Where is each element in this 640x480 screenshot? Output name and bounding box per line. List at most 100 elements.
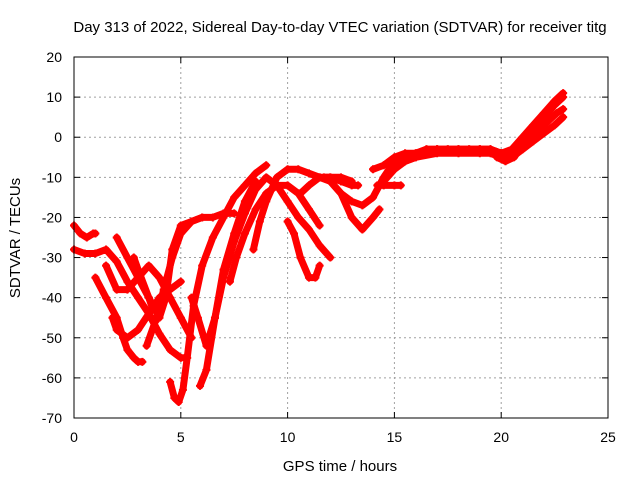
data-point <box>294 165 303 174</box>
data-point <box>76 229 85 238</box>
data-point <box>552 109 561 118</box>
data-point <box>262 173 271 182</box>
data-point <box>123 285 132 294</box>
data-point <box>230 229 239 238</box>
data-point <box>168 253 177 262</box>
data-point <box>230 193 239 202</box>
data-point <box>315 241 324 250</box>
data-point <box>475 145 484 154</box>
data-point <box>304 169 313 178</box>
data-point <box>433 145 442 154</box>
data-point <box>283 217 292 226</box>
plot-frame <box>73 56 609 419</box>
data-point <box>102 293 111 302</box>
series-arc-8 <box>142 213 207 350</box>
data-point <box>208 213 217 222</box>
y-tick-label: -60 <box>42 370 62 386</box>
data-point <box>129 353 138 362</box>
data-point <box>492 153 501 162</box>
data-point <box>529 121 538 130</box>
data-point <box>539 109 548 118</box>
data-point <box>251 169 260 178</box>
chart-title: Day 313 of 2022, Sidereal Day-to-day VTE… <box>73 19 606 36</box>
data-point <box>544 117 553 126</box>
data-point <box>422 149 431 158</box>
data-point <box>347 213 356 222</box>
data-point <box>202 365 211 374</box>
data-point <box>187 217 196 226</box>
data-point <box>290 229 299 238</box>
data-point <box>358 201 367 210</box>
data-point <box>559 105 568 114</box>
data-point <box>112 285 121 294</box>
data-point <box>315 221 324 230</box>
data-point <box>80 249 89 258</box>
data-point <box>337 189 345 198</box>
data-point <box>102 261 111 270</box>
data-point <box>283 181 292 190</box>
data-point <box>251 177 260 186</box>
x-tick-label: 25 <box>600 429 616 445</box>
data-point <box>176 313 185 322</box>
data-point <box>304 205 313 214</box>
data-point <box>198 213 207 222</box>
data-point <box>304 225 313 234</box>
data-point <box>112 257 121 266</box>
data-point <box>240 197 249 206</box>
data-point <box>210 313 219 322</box>
series-arc-11 <box>196 177 260 390</box>
data-point <box>240 181 249 190</box>
data-point <box>390 153 399 162</box>
y-tick-label: -70 <box>42 410 62 426</box>
data-point <box>369 165 378 174</box>
data-point <box>294 213 303 222</box>
data-point <box>138 357 147 366</box>
x-tick-label: 10 <box>280 429 296 445</box>
data-point <box>166 377 175 386</box>
data-point <box>337 177 345 186</box>
data-point <box>539 129 548 138</box>
y-axis-title: SDTVAR / TECUs <box>7 178 24 298</box>
series-arc-14 <box>283 217 324 282</box>
y-tick-label: -40 <box>42 290 62 306</box>
data-point <box>129 253 138 262</box>
data-point <box>159 285 168 294</box>
data-point <box>193 313 202 322</box>
y-tick-label: 0 <box>54 129 62 145</box>
data-point <box>91 273 100 282</box>
data-point <box>102 245 111 254</box>
data-point <box>112 325 121 334</box>
data-point <box>155 329 164 338</box>
ticks: 0 5 10 15 20 25 -70 -60 -50 -40 -30 -20 -10 0 10 20 <box>42 49 616 445</box>
data-point <box>262 197 271 206</box>
data-point <box>155 273 164 282</box>
data-point <box>230 209 239 218</box>
data-point <box>144 293 153 302</box>
data-point <box>219 213 228 222</box>
data-point <box>225 277 234 286</box>
data-point <box>283 197 292 206</box>
data-point <box>411 153 420 162</box>
data-point <box>178 385 187 394</box>
data-point <box>527 133 536 142</box>
data-point <box>358 225 367 234</box>
y-tick-label: 20 <box>46 49 62 65</box>
data-point <box>507 145 516 154</box>
data-point <box>379 181 388 190</box>
data-point <box>166 345 175 354</box>
grid <box>74 57 608 418</box>
data-point <box>311 273 320 282</box>
data-point <box>176 229 185 238</box>
series-arc-22 <box>492 105 568 166</box>
data-point <box>134 265 143 274</box>
data-point <box>454 145 463 154</box>
data-point <box>144 309 153 318</box>
data-point <box>510 153 519 162</box>
data-point <box>134 325 143 334</box>
y-tick-label: -30 <box>42 250 62 266</box>
series-arc-9 <box>166 161 271 406</box>
data-point <box>198 261 207 270</box>
x-axis-title: GPS time / hours <box>283 458 397 475</box>
data-point <box>535 125 544 134</box>
data-point <box>326 253 335 262</box>
